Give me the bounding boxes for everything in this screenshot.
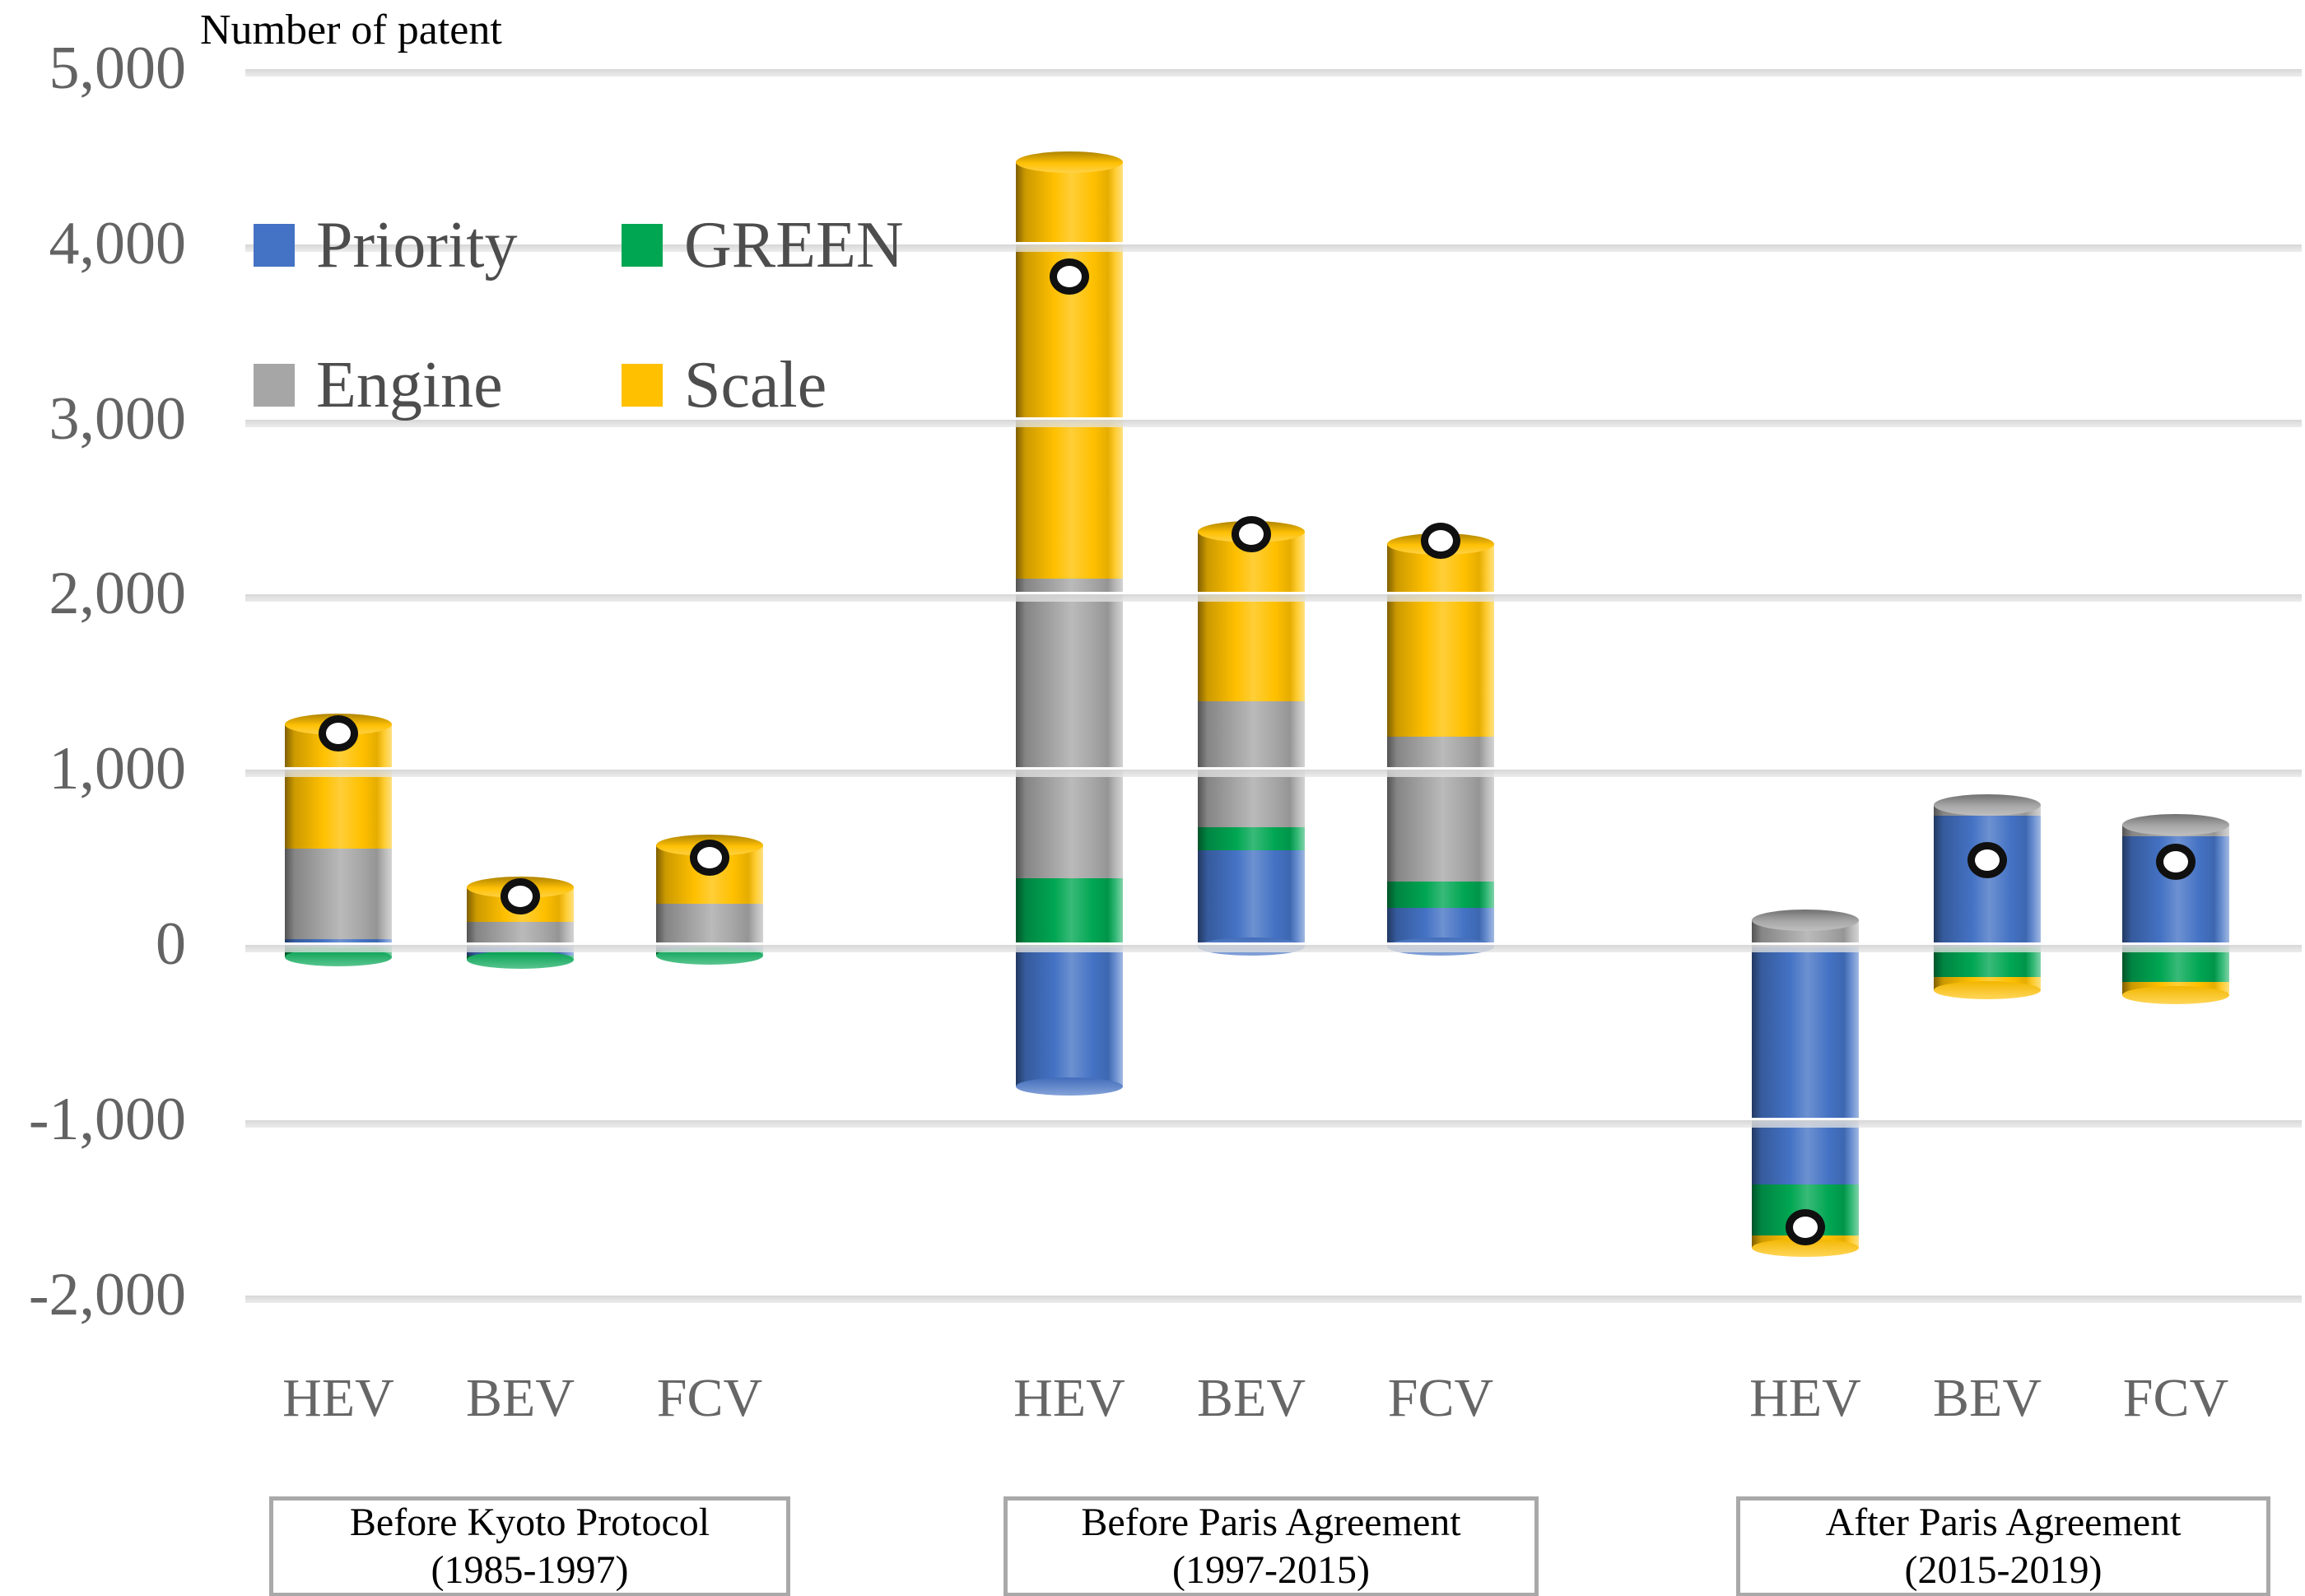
gridline-1000 [245,767,2302,778]
bar-bottom-cap [285,947,392,966]
period-box-before-kyoto: Before Kyoto Protocol (1985-1997) [269,1496,790,1596]
bar-segment-scale-hev-g2 [1016,161,1123,579]
total-marker-bev-g3 [1967,841,2007,878]
bar-segment-priority-bev-g3 [1934,816,2041,947]
legend-item-priority: Priority [254,202,517,288]
gridline--1000 [245,1117,2302,1128]
y-tick-label: -1,000 [28,1085,186,1153]
bar-segment-green-fcv-g3 [2122,947,2229,982]
engine-swatch-icon [254,364,295,407]
legend-label-green: GREEN [684,209,904,282]
total-marker-fcv-g3 [2156,843,2196,880]
bar-segment-priority-hev-g2 [1016,947,1123,1087]
y-tick-label: 3,000 [49,384,187,453]
y-tick-label: 2,000 [49,560,187,628]
scale-swatch-icon [622,364,663,407]
bar-top-cap [1016,151,1123,173]
x-axis-label-hev-g1: HEV [282,1368,394,1428]
period-box-line1: Before Kyoto Protocol [349,1501,710,1545]
y-tick-label: 4,000 [49,209,187,277]
bar-segment-engine-hev-g1 [285,848,392,940]
y-tick-label: 1,000 [49,735,187,803]
bar-top-cap [1752,910,1859,932]
legend-label-scale: Scale [684,349,827,421]
total-marker-hev-g3 [1786,1209,1825,1246]
period-box-line1: Before Paris Agreement [1081,1501,1461,1545]
bar-segment-engine-fcv-g1 [656,903,763,947]
total-marker-fcv-g1 [690,840,729,877]
bar-segment-priority-hev-g3 [1752,947,1859,1185]
gridline-3000 [245,416,2302,427]
chart-title: Number of patent [200,7,502,54]
green-swatch-icon [622,224,663,267]
bar-bottom-cap [467,950,574,969]
bar-bottom-cap [1934,981,2041,1000]
gridline-4000 [245,241,2302,252]
y-tick-label: 5,000 [49,35,187,102]
period-box-before-paris: Before Paris Agreement (1997-2015) [1003,1496,1539,1596]
x-axis-label-bev-g1: BEV [466,1368,575,1428]
period-box-line2: (2015-2019) [1904,1548,2102,1592]
x-axis-label-fcv-g3: FCV [2122,1368,2229,1428]
x-axis-label-bev-g2: BEV [1197,1368,1306,1428]
x-axis-label-hev-g3: HEV [1749,1368,1861,1428]
legend-label-priority: Priority [316,209,518,282]
bar-bottom-cap [1752,1239,1859,1258]
total-marker-bev-g2 [1232,515,1271,552]
bar-segment-green-fcv-g2 [1387,882,1494,909]
total-marker-hev-g1 [319,715,358,752]
bar-segment-engine-bev-g2 [1198,701,1305,828]
bar-segment-priority-bev-g2 [1198,849,1305,947]
x-axis-label-fcv-g2: FCV [1387,1368,1494,1428]
legend-label-engine: Engine [316,349,503,421]
period-box-line2: (1985-1997) [431,1548,629,1592]
gridline-2000 [245,592,2302,603]
bar-bottom-cap [1016,1077,1123,1096]
y-tick-label: 0 [156,910,186,978]
bar-bottom-cap [2122,985,2229,1004]
bar-segment-engine-hev-g2 [1016,579,1123,878]
bar-segment-green-hev-g2 [1016,878,1123,947]
legend-item-scale: Scale [622,342,827,428]
legend-item-green: GREEN [622,202,904,288]
bar-segment-green-bev-g2 [1198,827,1305,850]
total-marker-bev-g1 [501,878,540,915]
bar-top-cap [2122,814,2229,836]
bar-segment-engine-fcv-g2 [1387,736,1494,882]
gridline-5000 [245,67,2302,77]
x-axis-label-fcv-g1: FCV [656,1368,763,1428]
gridline-0 [245,942,2302,952]
bar-segment-scale-fcv-g2 [1387,543,1494,737]
bar-segment-scale-bev-g2 [1198,531,1305,702]
gridline--2000 [245,1292,2302,1303]
y-tick-label: -2,000 [28,1260,186,1328]
priority-swatch-icon [254,224,295,267]
period-box-line1: After Paris Agreement [1825,1501,2182,1545]
bar-top-cap [1934,793,2041,816]
x-axis-label-bev-g3: BEV [1933,1368,2042,1428]
period-box-line2: (1997-2015) [1172,1548,1370,1592]
period-box-after-paris: After Paris Agreement (2015-2019) [1736,1496,2270,1596]
total-marker-hev-g2 [1050,258,1089,295]
legend-item-engine: Engine [254,342,503,428]
total-marker-fcv-g2 [1421,523,1460,560]
x-axis-label-hev-g2: HEV [1013,1368,1125,1428]
